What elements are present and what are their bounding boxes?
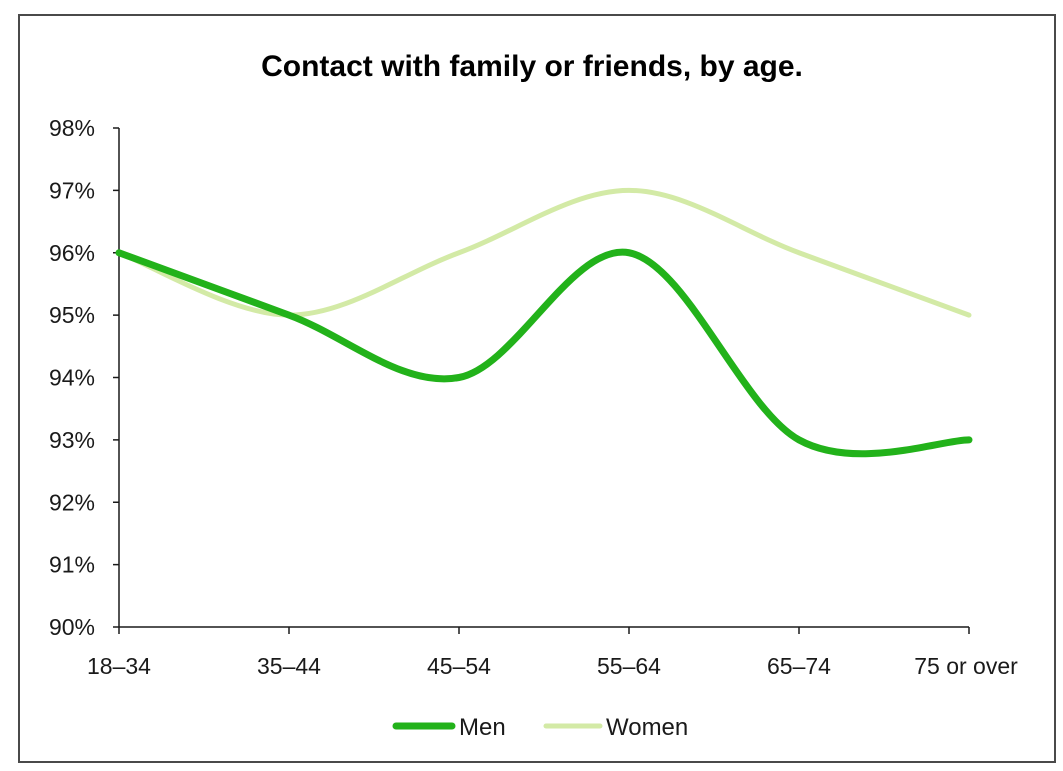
legend: Men Women [392,714,688,741]
y-tick-label: 98% [49,115,95,141]
legend-label-women: Women [606,714,688,741]
y-tick-label: 92% [49,489,95,515]
x-tick-label: 35–44 [257,653,321,679]
y-tick-label: 97% [49,177,95,203]
x-tick-label: 55–64 [597,653,661,679]
x-tick-label: 65–74 [767,653,831,679]
y-axis: 90% 91% 92% 93% 94% 95% 96% 97% 98% [49,115,120,640]
y-tick-label: 93% [49,427,95,453]
x-tick-label: 18–34 [87,653,151,679]
y-tick-label: 95% [49,302,95,328]
x-tick-label: 45–54 [427,653,491,679]
series-layer [115,187,973,458]
chart-frame [18,14,1056,763]
y-tick-label: 96% [49,240,95,266]
legend-label-men: Men [459,714,506,741]
x-axis: 18–34 35–44 45–54 55–64 65–74 75 or over [87,626,1018,679]
series-line-men [115,248,973,458]
y-tick-label: 91% [49,552,95,578]
series-line-women [116,187,972,318]
y-tick-label: 94% [49,365,95,391]
x-tick-label: 75 or over [914,653,1018,679]
y-tick-label: 90% [49,614,95,640]
chart-title: Contact with family or friends, by age. [261,50,803,83]
